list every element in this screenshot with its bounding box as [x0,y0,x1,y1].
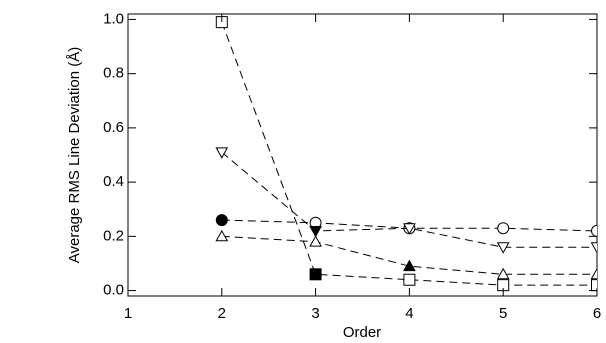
marker [590,242,597,254]
x-tick-label: 2 [218,305,226,322]
series-line [221,151,597,248]
y-tick-label: 0.2 [103,227,124,244]
marker [403,259,416,272]
marker [309,226,322,238]
marker [403,273,416,286]
plot-area [215,16,597,292]
x-axis-label: Order [343,324,381,341]
y-tick-label: 0.4 [103,173,124,190]
plot-frame [127,13,598,297]
marker [215,229,229,242]
marker [309,268,322,281]
marker [591,279,597,292]
y-tick-label: 1.0 [103,10,124,27]
y-tick-label: 0.6 [103,119,124,136]
x-tick-label: 5 [499,305,507,322]
marker [497,222,510,235]
marker [496,242,510,254]
series-line [221,235,597,275]
marker [215,147,229,159]
y-tick-label: 0.0 [103,282,124,299]
x-tick-label: 6 [593,305,601,322]
x-tick-label: 4 [405,305,413,322]
marker [590,267,597,280]
marker [215,214,228,227]
marker [496,267,510,280]
marker [309,235,322,247]
y-tick-label: 0.8 [103,65,124,82]
x-tick-label: 3 [311,305,319,322]
marker [591,224,597,237]
marker [403,223,416,235]
series-line [221,21,597,286]
x-tick-label: 1 [124,305,132,322]
y-axis-label: Average RMS Line Deviation (Å) [66,47,83,264]
